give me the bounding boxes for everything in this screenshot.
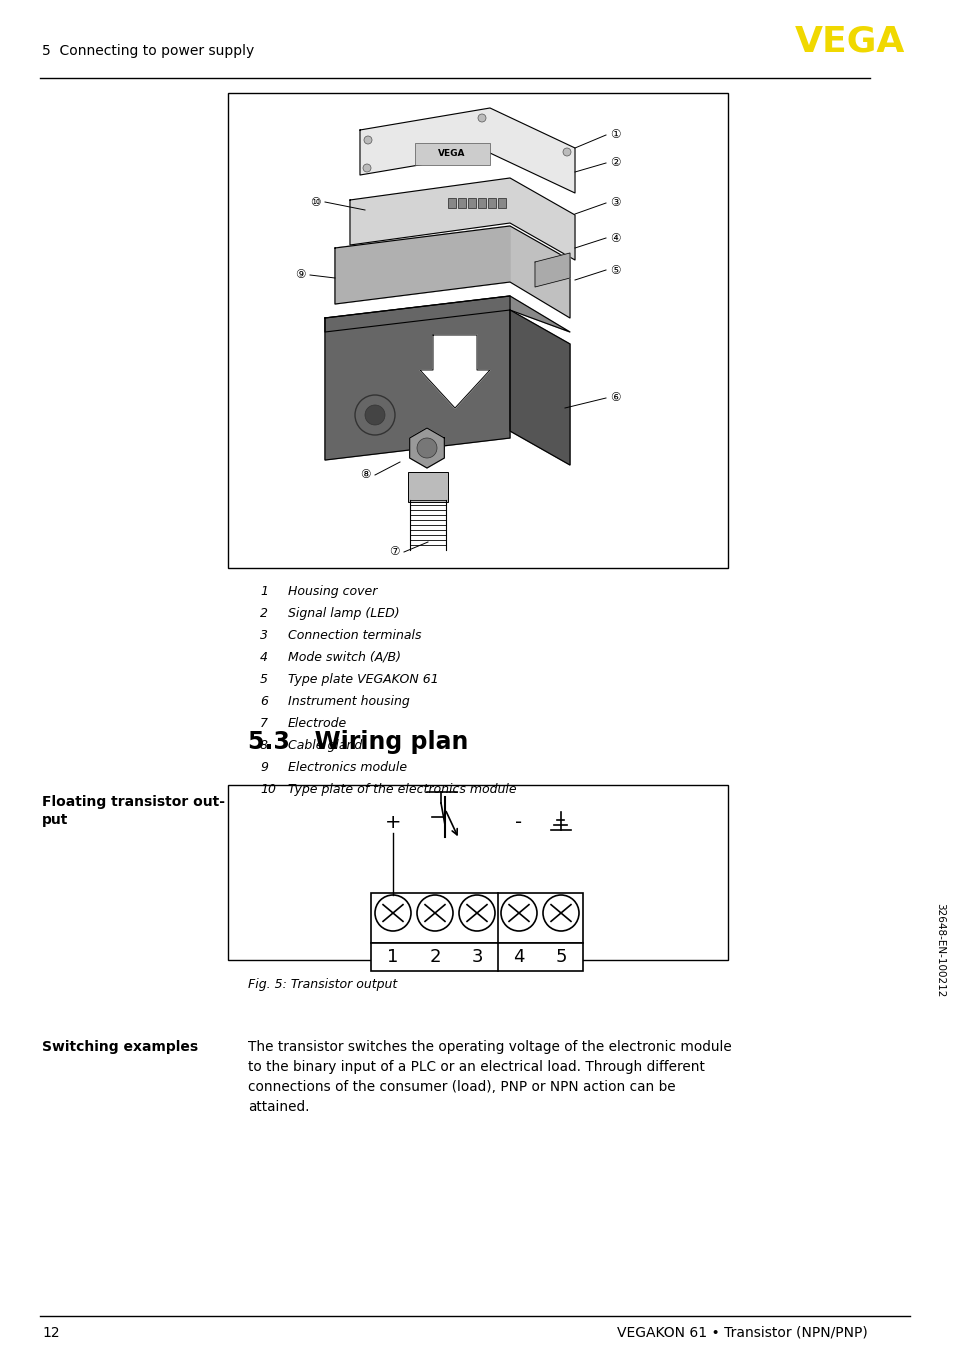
Circle shape — [458, 895, 495, 932]
Text: Type plate VEGAKON 61: Type plate VEGAKON 61 — [288, 673, 438, 686]
Bar — [477, 198, 485, 209]
Text: 2: 2 — [260, 607, 268, 620]
Text: 8: 8 — [260, 739, 268, 751]
Bar — [448, 198, 456, 209]
Text: ⑧: ⑧ — [360, 468, 371, 482]
Bar — [488, 198, 496, 209]
Text: 3: 3 — [471, 948, 482, 965]
Text: ④: ④ — [609, 232, 619, 245]
Text: Signal lamp (LED): Signal lamp (LED) — [288, 607, 399, 620]
Polygon shape — [325, 297, 510, 460]
Text: Housing cover: Housing cover — [288, 585, 377, 598]
Polygon shape — [335, 226, 569, 318]
Text: ⑦: ⑦ — [389, 546, 399, 558]
Text: ②: ② — [609, 157, 619, 169]
Circle shape — [562, 148, 571, 156]
Text: Mode switch (A/B): Mode switch (A/B) — [288, 651, 400, 663]
Text: VEGA: VEGA — [794, 24, 904, 58]
Text: VEGA: VEGA — [437, 149, 465, 158]
Text: 4: 4 — [260, 651, 268, 663]
Text: 12: 12 — [42, 1326, 59, 1340]
Text: The transistor switches the operating voltage of the electronic module
to the bi: The transistor switches the operating vo… — [248, 1040, 731, 1114]
Circle shape — [375, 895, 411, 932]
Text: Fig. 5: Transistor output: Fig. 5: Transistor output — [248, 978, 396, 991]
Text: ①: ① — [609, 129, 619, 142]
Circle shape — [477, 114, 485, 122]
Text: 5: 5 — [555, 948, 566, 965]
Bar — [497, 198, 505, 209]
Polygon shape — [359, 108, 575, 194]
Circle shape — [363, 164, 371, 172]
Circle shape — [364, 135, 372, 144]
Text: Electronics module: Electronics module — [288, 761, 407, 774]
Text: Connection terminals: Connection terminals — [288, 630, 421, 642]
Text: -: - — [515, 814, 522, 833]
Circle shape — [500, 895, 537, 932]
Polygon shape — [325, 297, 569, 332]
Text: 4: 4 — [513, 948, 524, 965]
Bar — [457, 198, 465, 209]
Polygon shape — [409, 428, 444, 468]
Text: 1: 1 — [387, 948, 398, 965]
Text: VEGAKON 61 • Transistor (NPN/PNP): VEGAKON 61 • Transistor (NPN/PNP) — [617, 1326, 867, 1340]
Polygon shape — [419, 334, 490, 408]
Bar — [408, 473, 448, 502]
Text: 32648-EN-100212: 32648-EN-100212 — [934, 903, 944, 997]
Bar — [371, 894, 582, 942]
Bar — [415, 144, 490, 165]
Text: ⑨: ⑨ — [295, 268, 306, 282]
Circle shape — [542, 895, 578, 932]
Text: +: + — [384, 814, 401, 833]
Text: Instrument housing: Instrument housing — [288, 695, 410, 708]
Text: put: put — [42, 812, 69, 827]
Text: Floating transistor out-: Floating transistor out- — [42, 795, 225, 808]
Circle shape — [365, 405, 385, 425]
Polygon shape — [535, 253, 569, 287]
Text: Electrode: Electrode — [288, 718, 347, 730]
Polygon shape — [335, 226, 510, 305]
Text: 5  Connecting to power supply: 5 Connecting to power supply — [42, 43, 254, 58]
Circle shape — [416, 437, 436, 458]
Polygon shape — [510, 310, 569, 464]
Text: 1: 1 — [260, 585, 268, 598]
Text: ⑩: ⑩ — [310, 195, 320, 209]
Text: ③: ③ — [609, 196, 619, 210]
Bar — [468, 198, 476, 209]
Text: ⑥: ⑥ — [609, 391, 619, 405]
Bar — [371, 942, 582, 971]
Circle shape — [416, 895, 453, 932]
Text: Switching examples: Switching examples — [42, 1040, 198, 1053]
Bar — [228, 93, 727, 567]
Text: 6: 6 — [260, 695, 268, 708]
Text: Type plate of the electronics module: Type plate of the electronics module — [288, 783, 517, 796]
Text: ⑤: ⑤ — [609, 264, 619, 276]
Text: 9: 9 — [260, 761, 268, 774]
Text: 5.3   Wiring plan: 5.3 Wiring plan — [248, 730, 468, 754]
Text: 2: 2 — [429, 948, 440, 965]
Text: 10: 10 — [260, 783, 275, 796]
Text: 7: 7 — [260, 718, 268, 730]
Bar — [228, 785, 727, 960]
Text: 3: 3 — [260, 630, 268, 642]
Text: 5: 5 — [260, 673, 268, 686]
Polygon shape — [350, 177, 575, 260]
Text: Cable gland: Cable gland — [288, 739, 362, 751]
